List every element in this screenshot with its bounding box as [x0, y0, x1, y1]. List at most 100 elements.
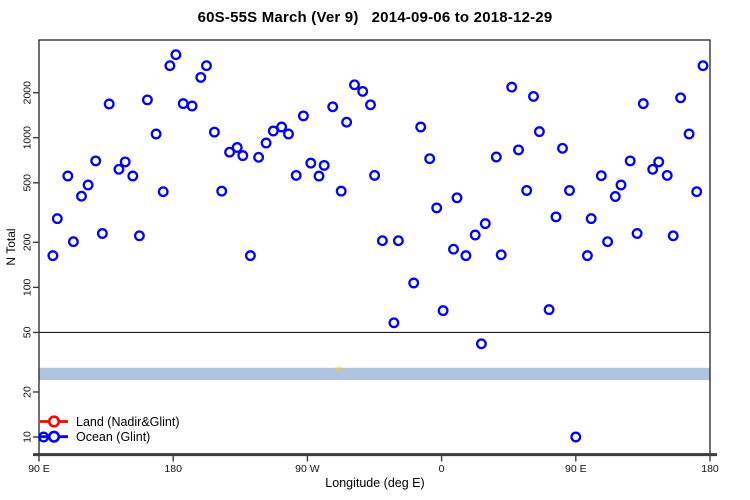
data-point [76, 190, 87, 202]
data-point [451, 192, 463, 204]
data-point [47, 250, 59, 262]
data-point [479, 218, 491, 230]
data-point [615, 179, 627, 191]
y-tick-label: 200 [22, 233, 34, 251]
data-point [543, 304, 555, 316]
data-point [119, 156, 131, 168]
x-tick-label: 180 [164, 463, 182, 475]
data-point [388, 317, 400, 329]
x-tick-label: 90 W [295, 463, 320, 475]
x-axis-title: Longitude (deg E) [325, 476, 425, 490]
legend-label: Land (Nadir&Glint) [76, 415, 180, 429]
legend-marker-circle [47, 415, 61, 428]
data-point [675, 92, 687, 104]
data-point [305, 157, 317, 169]
data-point [177, 98, 189, 110]
data-point [283, 128, 294, 140]
data-point [557, 142, 568, 154]
data-point [506, 81, 518, 93]
data-point [661, 169, 673, 181]
data-point [683, 128, 695, 140]
data-point [469, 229, 481, 241]
data-point [697, 60, 709, 72]
data-point [365, 99, 376, 111]
data-point [424, 153, 436, 165]
data-point [335, 185, 347, 197]
data-point [653, 156, 665, 168]
data-point [195, 71, 207, 83]
data-point [415, 121, 427, 133]
data-point [513, 144, 524, 156]
data-point [237, 150, 249, 162]
data-point [318, 159, 330, 171]
y-tick-label: 2000 [22, 81, 34, 105]
data-point [667, 230, 679, 242]
data-point [460, 250, 472, 262]
y-tick-label: 100 [22, 278, 34, 296]
data-point [157, 186, 169, 198]
stray-mark [335, 367, 343, 371]
data-point [341, 116, 353, 128]
x-tick-label: 90 E [28, 463, 50, 475]
data-point [224, 146, 236, 158]
data-point [609, 191, 621, 202]
data-point [521, 185, 533, 196]
data-point [327, 101, 339, 113]
data-point [170, 49, 182, 61]
data-point [528, 90, 539, 102]
data-point [290, 169, 302, 181]
y-tick-label: 50 [22, 326, 34, 338]
data-point [631, 228, 643, 239]
legend-label: Ocean (Glint) [76, 430, 150, 444]
reference-band [39, 367, 710, 381]
data-point [51, 213, 63, 225]
data-point [96, 228, 108, 239]
x-tick-label: 0 [439, 463, 445, 475]
x-tick-label: 180 [701, 463, 719, 475]
legend-marker-circle [47, 430, 61, 443]
data-point [244, 250, 256, 262]
data-point [647, 163, 659, 175]
y-tick-label: 1000 [22, 126, 34, 150]
data-point [376, 235, 388, 247]
data-point [581, 250, 593, 262]
data-point [550, 211, 562, 223]
data-point [595, 170, 607, 182]
data-point [602, 236, 614, 248]
data-point [490, 151, 502, 163]
data-point [103, 98, 115, 110]
data-point [90, 155, 102, 167]
data-point [431, 202, 443, 214]
data-point [216, 185, 228, 197]
data-point [313, 170, 325, 182]
data-point [392, 235, 404, 247]
data-point [208, 126, 220, 138]
data-point [141, 94, 153, 106]
data-point [276, 121, 288, 133]
data-point [231, 142, 243, 153]
data-point [349, 79, 360, 91]
data-point [267, 125, 279, 137]
data-point [186, 100, 198, 112]
data-point [357, 85, 369, 97]
data-point [260, 137, 272, 149]
data-point [408, 277, 420, 289]
data-point [564, 185, 575, 196]
y-tick-label: 20 [22, 386, 34, 398]
data-point [253, 151, 265, 163]
data-point [201, 60, 212, 72]
y-tick-label: 500 [22, 174, 34, 192]
data-point [113, 163, 125, 175]
data-point [475, 338, 487, 350]
data-point [133, 230, 145, 242]
y-tick-label: 10 [22, 431, 34, 443]
data-point [585, 213, 597, 225]
data-point [495, 249, 507, 261]
data-point [437, 305, 449, 317]
data-point [150, 128, 162, 140]
chart-title: 60S-55S March (Ver 9) 2014-09-06 to 2018… [197, 9, 553, 26]
data-point [82, 179, 94, 191]
data-point [637, 98, 649, 110]
